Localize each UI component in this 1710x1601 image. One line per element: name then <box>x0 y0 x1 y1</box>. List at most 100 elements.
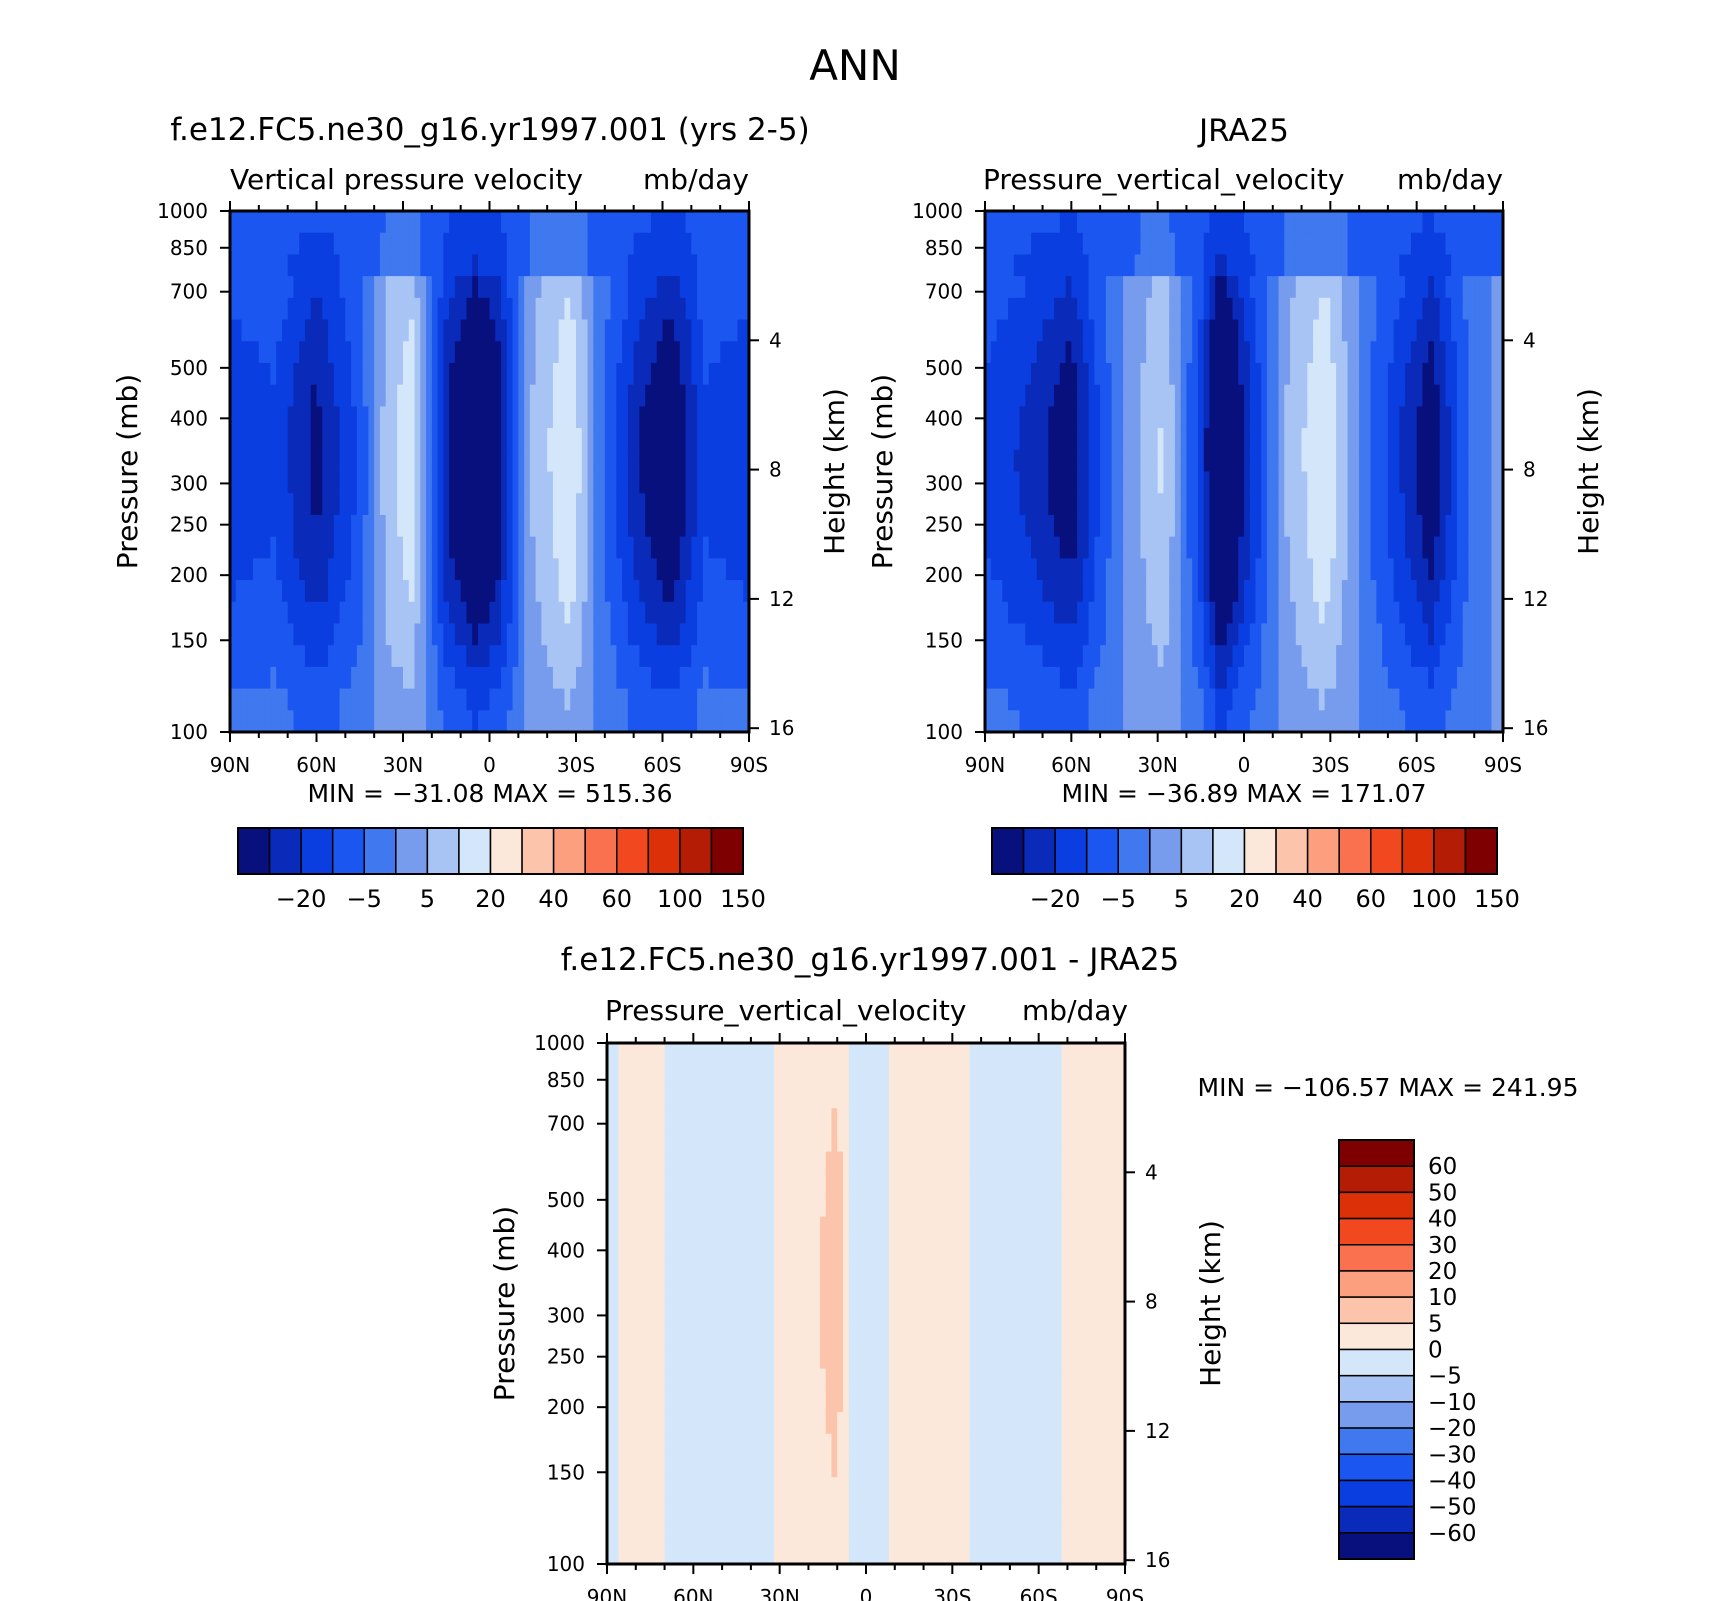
field-cell <box>1117 580 1124 603</box>
field-cell <box>1261 449 1268 473</box>
field-cell <box>529 254 537 277</box>
field-cell <box>1439 666 1447 690</box>
field-cell <box>635 1520 643 1543</box>
field-cell <box>1117 428 1124 451</box>
field-cell <box>624 1173 631 1196</box>
pressure-tick-label: 150 <box>925 628 963 652</box>
field-cell <box>472 514 479 538</box>
field-cell <box>1433 580 1441 603</box>
field-cell <box>720 211 727 234</box>
field-cell <box>230 536 237 559</box>
field-cell <box>1019 514 1026 538</box>
field-cell <box>385 254 393 277</box>
field-cell <box>1054 580 1061 603</box>
field-cell <box>639 493 646 516</box>
field-cell <box>1128 362 1136 386</box>
field-cell <box>408 493 416 516</box>
field-cell <box>518 580 525 603</box>
field-cell <box>1244 514 1251 538</box>
field-cell <box>604 514 612 538</box>
field-cell <box>1491 710 1498 732</box>
field-cell <box>1468 645 1475 668</box>
field-cell <box>552 297 560 321</box>
field-cell <box>258 666 266 690</box>
field-cell <box>414 341 421 364</box>
field-cell <box>656 341 664 364</box>
field-cell <box>618 1412 625 1435</box>
field-cell <box>477 623 485 646</box>
field-cell <box>454 558 462 581</box>
field-cell <box>564 710 571 732</box>
field-cell <box>616 710 623 732</box>
field-cell <box>1180 645 1188 668</box>
field-cell <box>1364 536 1372 559</box>
field-cell <box>1065 471 1072 494</box>
field-cell <box>1220 645 1228 668</box>
field-cell <box>495 645 502 668</box>
field-cell <box>1157 536 1165 559</box>
field-cell <box>1002 384 1009 407</box>
field-cell <box>570 362 577 386</box>
field-cell <box>253 297 260 321</box>
field-cell <box>443 601 450 625</box>
field-cell <box>1232 645 1239 668</box>
field-cell <box>1272 471 1280 494</box>
field-cell <box>670 1129 677 1153</box>
field-cell <box>368 449 375 473</box>
field-cell <box>685 471 692 494</box>
field-cell <box>1128 428 1136 451</box>
field-cell <box>570 645 577 668</box>
field-cell <box>1232 580 1239 603</box>
field-cell <box>1244 319 1251 342</box>
field-cell <box>431 254 439 277</box>
field-cell <box>996 688 1003 711</box>
field-cell <box>604 493 612 516</box>
field-cell <box>1059 406 1067 429</box>
field-cell <box>1324 319 1331 342</box>
field-cell <box>287 688 295 711</box>
field-cell <box>1456 384 1464 407</box>
field-cell <box>679 493 687 516</box>
field-cell <box>1405 319 1412 342</box>
field-cell <box>1163 580 1170 603</box>
field-cell <box>627 471 635 494</box>
field-cell <box>1215 211 1222 234</box>
field-cell <box>1186 536 1193 559</box>
field-cell <box>710 1303 717 1326</box>
field-cell <box>687 1455 694 1478</box>
field-cell <box>1382 645 1389 668</box>
field-cell <box>472 297 479 321</box>
field-cell <box>1151 428 1159 451</box>
field-cell <box>264 341 271 364</box>
field-cell <box>1174 449 1182 473</box>
field-cell <box>247 211 254 234</box>
field-cell <box>293 341 300 364</box>
field-cell <box>1197 384 1205 407</box>
field-cell <box>558 362 566 386</box>
field-cell <box>687 1086 694 1109</box>
field-cell <box>420 536 427 559</box>
field-cell <box>630 1368 637 1391</box>
field-cell <box>737 406 744 429</box>
field-cell <box>1146 276 1153 299</box>
field-cell <box>258 688 266 711</box>
field-cell <box>356 319 364 342</box>
field-cell <box>1387 449 1395 473</box>
field-cell <box>676 1520 683 1543</box>
field-cell <box>293 232 300 256</box>
field-cell <box>426 493 433 516</box>
field-cell <box>276 384 283 407</box>
field-cell <box>1485 319 1493 342</box>
field-cell <box>1278 601 1285 625</box>
field-cell <box>489 428 496 451</box>
field-cell <box>1140 645 1147 668</box>
field-cell <box>253 211 260 234</box>
field-cell <box>1479 710 1487 732</box>
field-cell <box>1290 211 1297 234</box>
field-cell <box>704 1260 712 1283</box>
colorbar-box <box>1022 827 1056 875</box>
field-cell <box>1197 362 1205 386</box>
field-cell <box>541 623 548 646</box>
field-cell <box>1393 601 1400 625</box>
field-cell <box>1382 493 1389 516</box>
